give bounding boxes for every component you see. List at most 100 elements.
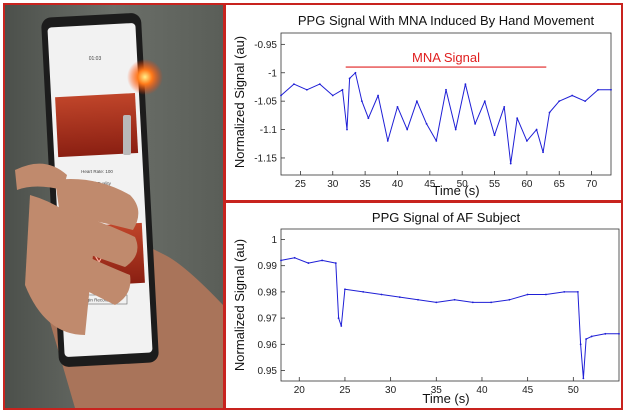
chart2-data-point: [398, 296, 401, 299]
chart1-data-point: [445, 88, 447, 91]
chart1-data-point: [435, 140, 438, 142]
chart1-data-point: [331, 94, 334, 97]
chart1-ylabel: Normalized Signal (au): [232, 36, 247, 168]
chart1-data-point: [535, 128, 538, 131]
chart2-ylabel: Normalized Signal (au): [232, 239, 247, 371]
chart1-data-point: [474, 122, 477, 125]
chart1-data-point: [503, 105, 506, 108]
chart2-panel: PPG Signal of AF Subject Time (s) Normal…: [224, 201, 623, 410]
chart2-data-point: [579, 343, 582, 346]
chart1-xtick-label: 70: [586, 179, 598, 190]
chart2-xtick-label: 30: [385, 385, 397, 396]
chart1-data-point: [415, 100, 418, 103]
chart2-xtick-label: 50: [568, 385, 580, 396]
app-time: 01:03: [89, 56, 102, 62]
chart2-data-point: [585, 338, 588, 340]
chart1-data-point: [293, 83, 295, 86]
chart2-data-point: [321, 259, 324, 262]
chart1-data-point: [542, 151, 544, 154]
chart2-ytick-label: 0.97: [258, 314, 278, 325]
chart1-data-point: [571, 94, 574, 97]
chart1-panel: PPG Signal With MNA Induced By Hand Move…: [224, 3, 623, 202]
chart1-data-point: [386, 140, 389, 142]
chart2-xtick-label: 20: [294, 385, 306, 396]
chart2-data-point: [563, 290, 566, 293]
chart1-data-point: [584, 100, 587, 103]
chart1-svg: PPG Signal With MNA Induced By Hand Move…: [232, 13, 612, 198]
chart2-plot-area: [280, 228, 620, 382]
chart2-data-point: [380, 293, 383, 296]
chart1-xtick-label: 65: [554, 179, 566, 190]
chart2-data-point: [293, 256, 296, 259]
chart1-data-point: [516, 117, 519, 120]
heart-rate-label: Heart Rate: 100: [81, 169, 113, 174]
chart2-xtick-label: 35: [431, 385, 443, 396]
chart1-data-point: [377, 94, 379, 97]
chart2-xtick-label: 45: [522, 385, 534, 396]
mna-annotation-label: MNA Signal: [412, 50, 480, 65]
chart1-data-point: [360, 100, 363, 103]
chart1-xtick-label: 50: [457, 179, 469, 190]
chart1-data-point: [597, 88, 599, 91]
chart2-ytick-label: 0.99: [258, 261, 278, 272]
chart1-ytick-label: -1.05: [254, 97, 277, 108]
chart1-plot-area: [280, 32, 612, 176]
chart1-xtick-label: 60: [521, 179, 533, 190]
chart1-ytick-label: -1.15: [254, 153, 277, 164]
chart2-data-point: [337, 317, 340, 320]
chart1-data-point: [493, 134, 496, 137]
chart1-xtick-label: 25: [295, 179, 307, 190]
chart1-data-point: [348, 77, 351, 80]
chart1-data-point: [425, 122, 428, 125]
chart2-ytick-label: 1: [271, 235, 277, 246]
chart2-xtick-label: 40: [476, 385, 488, 396]
led-glow: [127, 59, 163, 95]
chart2-data-point: [417, 298, 419, 301]
chart1-ytick-label: -0.95: [254, 40, 277, 51]
chart1-data-point: [354, 71, 357, 74]
chart2-title: PPG Signal of AF Subject: [372, 210, 521, 225]
chart1-data-point: [558, 100, 561, 103]
chart1-data-point: [454, 128, 457, 131]
chart2-data-point: [590, 335, 593, 338]
chart2-data-point: [435, 301, 438, 304]
chart1-data-point: [346, 128, 348, 131]
chart2-data-point: [344, 288, 346, 291]
chart1-data-point: [464, 83, 467, 86]
chart1-xtick-label: 35: [360, 179, 372, 190]
chart2-data-point: [576, 290, 579, 293]
chart2-ytick-label: 0.95: [258, 366, 278, 377]
chart1-title: PPG Signal With MNA Induced By Hand Move…: [298, 13, 595, 28]
chart2-data-point: [362, 290, 365, 293]
chart2-xtick-label: 25: [339, 385, 351, 396]
chart2-data-point: [280, 259, 282, 262]
chart2-data-point: [508, 298, 511, 301]
chart1-data-point: [610, 88, 612, 91]
hand: [15, 163, 139, 335]
chart2-data-point: [526, 293, 529, 296]
chart1-data-point: [509, 162, 512, 165]
chart2-data-point: [471, 301, 474, 304]
chart2-data-point: [618, 332, 620, 335]
chart2-data-point: [334, 262, 337, 264]
chart1-data-point: [280, 94, 282, 97]
chart1-xlabel: Time (s): [432, 183, 479, 198]
chart1-xtick-label: 55: [489, 179, 501, 190]
chart1-series-line: [280, 72, 611, 165]
chart2-data-point: [604, 332, 607, 335]
phone-side-button: [123, 115, 131, 155]
bottom-button-label: Begin Recording: [81, 298, 115, 303]
chart2-data-point: [545, 293, 547, 296]
chart2-data-point: [453, 298, 456, 301]
chart2-data-point: [490, 301, 493, 304]
chart1-data-point: [367, 117, 370, 120]
chart2-ytick-label: 0.98: [258, 287, 278, 298]
chart1-xtick-label: 45: [424, 179, 436, 190]
chart2-data-point: [307, 262, 310, 264]
photo-panel: 01:03 Heart Rate: 100 Signal Quality Sta…: [3, 3, 225, 410]
chart2-ytick-label: 0.96: [258, 340, 278, 351]
chart1-data-point: [341, 88, 344, 91]
chart1-data-point: [305, 88, 308, 91]
chart1-data-point: [525, 140, 528, 142]
chart1-data-point: [548, 111, 551, 114]
